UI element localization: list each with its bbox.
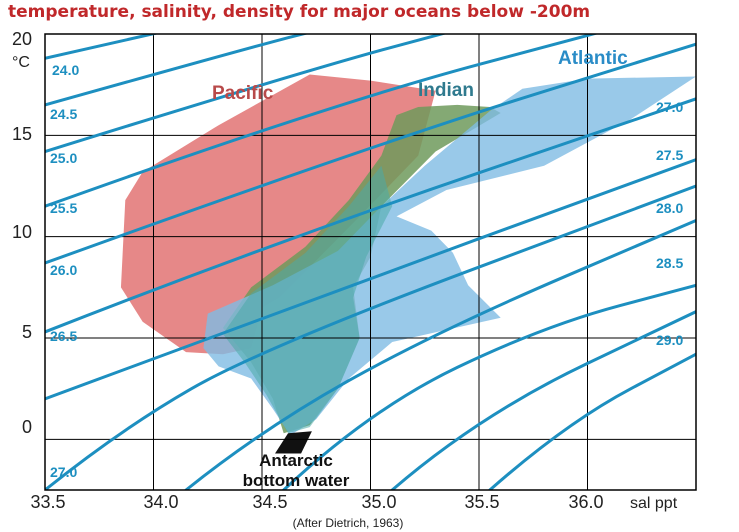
y-tick-label: 5	[22, 322, 32, 342]
x-tick-label: 36.0	[568, 492, 603, 512]
density-label: 28.0	[656, 200, 683, 216]
density-isoline	[45, 34, 448, 154]
series-label-pacific: Pacific	[212, 83, 274, 104]
density-label: 24.0	[52, 62, 79, 78]
overlap-core-area	[222, 165, 393, 434]
x-tick-label: 35.0	[361, 492, 396, 512]
y-tick-label: 10	[12, 222, 32, 242]
density-isoline	[45, 34, 309, 107]
x-tick-label: 35.5	[464, 492, 499, 512]
density-label: 28.5	[656, 255, 683, 271]
density-label: 29.0	[656, 332, 683, 348]
plot-frame	[44, 33, 697, 491]
density-isoline	[45, 34, 160, 60]
grid-lines	[45, 34, 696, 490]
density-label: 25.0	[50, 150, 77, 166]
density-isoline	[45, 97, 696, 334]
density-isoline	[45, 34, 599, 208]
density-isoline	[45, 184, 696, 490]
density-label: 25.5	[50, 200, 77, 216]
density-isoline	[390, 310, 696, 490]
series-label-atlantic: Atlantic	[558, 48, 628, 69]
y-tick-label: 0	[22, 417, 32, 437]
x-tick-label: 34.0	[143, 492, 178, 512]
chart-title: temperature, salinity, density for major…	[8, 2, 591, 22]
density-label: 26.5	[50, 328, 77, 344]
x-tick-label: 33.5	[30, 492, 65, 512]
y-axis-label: °C	[12, 54, 30, 71]
annotation-antarctic: Antarctic bottom water	[243, 451, 350, 490]
density-label: 27.0	[50, 464, 77, 480]
series-label-indian: Indian	[418, 80, 474, 101]
y-tick-label: 20	[12, 29, 32, 49]
y-tick-label: 15	[12, 124, 32, 144]
density-label: 27.5	[656, 147, 683, 163]
pacific-area	[120, 74, 436, 355]
annotation-credit: (After Dietrich, 1963)	[293, 516, 404, 530]
density-isoline	[45, 42, 696, 265]
density-isoline	[45, 158, 696, 401]
x-tick-label: 34.5	[252, 492, 287, 512]
density-label: 26.0	[50, 262, 77, 278]
density-isoline	[282, 283, 696, 490]
antarctic-bottom-water-area	[275, 431, 312, 454]
ocean-areas	[120, 74, 696, 454]
density-label: 24.5	[50, 106, 77, 122]
density-label: 27.0	[656, 99, 683, 115]
density-isoline	[184, 218, 696, 490]
density-isolines	[45, 34, 696, 490]
x-axis-label: sal ppt	[630, 495, 678, 512]
density-isoline	[488, 352, 696, 490]
